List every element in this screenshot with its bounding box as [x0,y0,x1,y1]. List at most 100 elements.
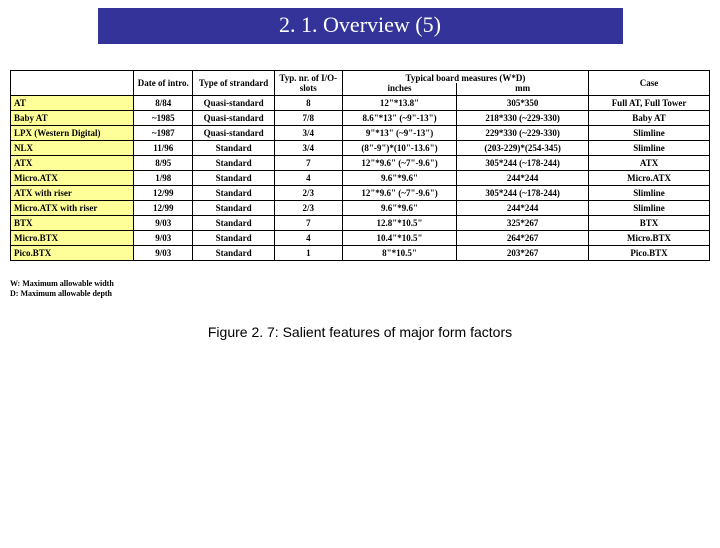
table-row: ATX8/95Standard712"*9.6" (~7"-9.6")305*2… [11,156,710,171]
table-cell: Micro.ATX [589,171,710,186]
col-header-blank [11,71,134,96]
footnote-w: W: Maximum allowable width [10,279,720,289]
row-label: ATX [11,156,134,171]
table-row: AT8/84Quasi-standard812"*13.8"305*350Ful… [11,96,710,111]
table-cell: 9/03 [134,216,193,231]
row-label: Baby AT [11,111,134,126]
table-row: Micro.BTX9/03Standard410.4"*10.5"264*267… [11,231,710,246]
table-cell: ATX [589,156,710,171]
table-cell: 12"*9.6" (~7"-9.6") [342,186,456,201]
row-label: NLX [11,141,134,156]
row-label: ATX with riser [11,186,134,201]
table-cell: 7 [274,156,342,171]
table-cell: 12/99 [134,186,193,201]
table-cell: 4 [274,171,342,186]
table-cell: Slimline [589,186,710,201]
table-cell: 11/96 [134,141,193,156]
table-cell: 218*330 (~229-330) [457,111,589,126]
table-cell: Standard [193,231,274,246]
table-cell: 8/95 [134,156,193,171]
table-cell: 12"*9.6" (~7"-9.6") [342,156,456,171]
col-header-measures: Typical board measures (W*D) [342,71,588,84]
table-cell: Micro.BTX [589,231,710,246]
table-body: AT8/84Quasi-standard812"*13.8"305*350Ful… [11,96,710,261]
table-row: LPX (Western Digital)~1987Quasi-standard… [11,126,710,141]
table-row: NLX11/96Standard3/4(8"-9")*(10"-13.6")(2… [11,141,710,156]
table-cell: (203-229)*(254-345) [457,141,589,156]
table-cell: ~1987 [134,126,193,141]
col-subheader-inches: inches [342,83,456,96]
table-cell: 3/4 [274,141,342,156]
col-header-type: Type of strandard [193,71,274,96]
table-footnotes: W: Maximum allowable width D: Maximum al… [10,279,720,300]
table-cell: Pico.BTX [589,246,710,261]
table-cell: Quasi-standard [193,126,274,141]
table-cell: 3/4 [274,126,342,141]
table-cell: Standard [193,171,274,186]
table-cell: 10.4"*10.5" [342,231,456,246]
table-cell: 2/3 [274,201,342,216]
table-cell: 229*330 (~229-330) [457,126,589,141]
table-cell: 8 [274,96,342,111]
table-cell: 9.6"*9.6" [342,201,456,216]
table-cell: 9/03 [134,231,193,246]
table-cell: 12"*13.8" [342,96,456,111]
footnote-d: D: Maximum allowable depth [10,289,720,299]
col-subheader-mm: mm [457,83,589,96]
row-label: BTX [11,216,134,231]
table-cell: 8.6"*13" (~9"-13") [342,111,456,126]
table-row: ATX with riser12/99Standard2/312"*9.6" (… [11,186,710,201]
table-cell: 305*350 [457,96,589,111]
row-label: Pico.BTX [11,246,134,261]
table-cell: Slimline [589,141,710,156]
table-cell: Standard [193,216,274,231]
row-label: Micro.ATX with riser [11,201,134,216]
table-cell: 2/3 [274,186,342,201]
form-factor-table: Date of intro. Type of strandard Typ. nr… [10,70,710,261]
col-header-slots: Typ. nr. of I/O-slots [274,71,342,96]
table-cell: 264*267 [457,231,589,246]
col-header-case: Case [589,71,710,96]
table-cell: 8"*10.5" [342,246,456,261]
table-cell: 1/98 [134,171,193,186]
table-cell: Standard [193,201,274,216]
table-cell: 1 [274,246,342,261]
table-cell: 12.8"*10.5" [342,216,456,231]
table-cell: BTX [589,216,710,231]
table-cell: Quasi-standard [193,111,274,126]
table-cell: Standard [193,141,274,156]
page-title: 2. 1. Overview (5) [98,8,623,44]
row-label: Micro.ATX [11,171,134,186]
table-cell: Full AT, Full Tower [589,96,710,111]
table-cell: 325*267 [457,216,589,231]
form-factor-table-wrap: Date of intro. Type of strandard Typ. nr… [10,70,710,261]
table-row: BTX9/03Standard712.8"*10.5"325*267BTX [11,216,710,231]
row-label: Micro.BTX [11,231,134,246]
table-cell: 9.6"*9.6" [342,171,456,186]
col-header-date: Date of intro. [134,71,193,96]
table-cell: 4 [274,231,342,246]
table-cell: 203*267 [457,246,589,261]
table-row: Pico.BTX9/03Standard18"*10.5"203*267Pico… [11,246,710,261]
table-cell: (8"-9")*(10"-13.6") [342,141,456,156]
table-row: Micro.ATX with riser12/99Standard2/39.6"… [11,201,710,216]
table-cell: Slimline [589,201,710,216]
table-cell: 8/84 [134,96,193,111]
table-cell: ~1985 [134,111,193,126]
table-cell: 9/03 [134,246,193,261]
table-cell: 7 [274,216,342,231]
row-label: LPX (Western Digital) [11,126,134,141]
figure-caption: Figure 2. 7: Salient features of major f… [0,324,720,340]
table-cell: 9"*13" (~9"-13") [342,126,456,141]
table-cell: 305*244 (~178-244) [457,186,589,201]
table-cell: Standard [193,246,274,261]
row-label: AT [11,96,134,111]
table-cell: 244*244 [457,201,589,216]
table-cell: 12/99 [134,201,193,216]
table-cell: 7/8 [274,111,342,126]
table-cell: Standard [193,156,274,171]
table-cell: 305*244 (~178-244) [457,156,589,171]
table-row: Baby AT~1985Quasi-standard7/88.6"*13" (~… [11,111,710,126]
table-header: Date of intro. Type of strandard Typ. nr… [11,71,710,96]
table-cell: 244*244 [457,171,589,186]
